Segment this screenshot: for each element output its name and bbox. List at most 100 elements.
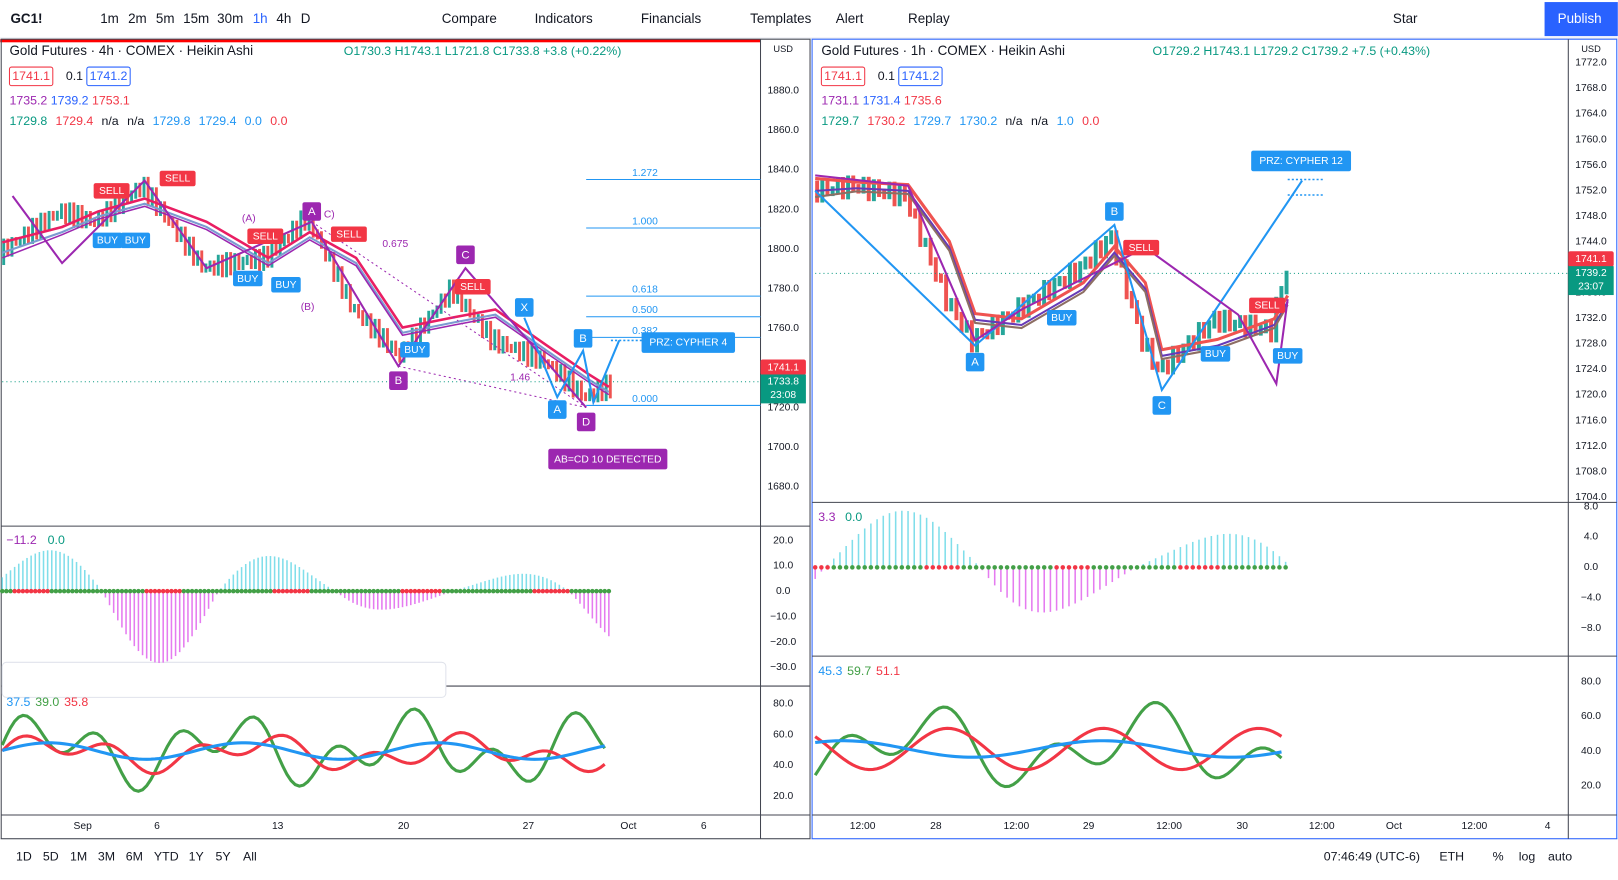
candle — [530, 344, 534, 367]
zero-dot — [441, 588, 447, 594]
candle — [575, 380, 579, 398]
interval[interactable]: 30m — [217, 11, 243, 26]
zero-dot — [8, 588, 13, 594]
zero-dot — [243, 588, 248, 594]
range-button[interactable]: 3M — [98, 850, 115, 864]
range-button[interactable]: 5D — [43, 850, 59, 864]
candle — [1207, 320, 1212, 339]
toolbar-button[interactable]: Indicators — [535, 11, 593, 26]
publish-button[interactable] — [1544, 2, 1618, 37]
indicator-value: 1735.6 — [904, 93, 942, 107]
range-button[interactable]: 6M — [126, 850, 143, 864]
zero-dot — [1140, 565, 1146, 570]
zero-dot — [354, 588, 360, 594]
interval[interactable]: 1h — [253, 11, 268, 26]
osc-value: 0.0 — [845, 510, 862, 524]
candle — [918, 210, 923, 247]
box-value: 1741.1 — [12, 69, 50, 83]
publish[interactable]: Publish — [1558, 11, 1602, 26]
interval[interactable]: D — [301, 11, 311, 26]
time-label: Oct — [1386, 821, 1402, 832]
star[interactable]: Star — [1393, 11, 1418, 26]
toolbar-button[interactable]: Alert — [836, 11, 864, 26]
zero-dot — [1103, 565, 1109, 570]
zero-dot — [115, 588, 121, 594]
close-price: 1739.2 — [1575, 268, 1607, 279]
zero-dot — [503, 588, 508, 594]
range-button[interactable]: 5Y — [215, 850, 230, 864]
interval[interactable]: 4h — [276, 11, 291, 26]
indicator-value: 1731.4 — [863, 93, 901, 107]
candle — [68, 202, 72, 224]
scale-option[interactable]: log — [1519, 850, 1536, 864]
range-button[interactable]: YTD — [154, 850, 179, 864]
zero-dot — [482, 588, 488, 594]
zero-dot — [181, 588, 187, 594]
candle — [571, 370, 575, 398]
signal: SELL — [336, 229, 361, 240]
close-price: 1733.8 — [767, 376, 799, 387]
zero-dot — [264, 588, 269, 594]
zero-dot — [383, 588, 389, 594]
candle — [588, 388, 592, 402]
scale-option[interactable]: % — [1493, 850, 1504, 864]
zero-dot — [973, 565, 979, 570]
toolbar-button[interactable]: Templates — [750, 11, 811, 26]
signal: SELL — [1254, 301, 1279, 312]
zero-dot — [862, 565, 867, 570]
session[interactable]: ETH — [1439, 850, 1464, 864]
candle — [142, 176, 146, 198]
candle — [468, 298, 472, 318]
candle — [51, 210, 55, 221]
candle — [1129, 291, 1134, 309]
symbol[interactable]: GC1! — [11, 11, 43, 26]
candle — [1160, 359, 1165, 373]
interval[interactable]: 15m — [183, 11, 209, 26]
range-button[interactable]: All — [243, 850, 257, 864]
scale-option[interactable]: auto — [1548, 850, 1572, 864]
candle — [282, 233, 286, 247]
candle — [1047, 279, 1052, 301]
zero-dot — [1091, 565, 1097, 570]
zero-dot — [577, 588, 583, 594]
pattern-line — [815, 174, 1289, 388]
interval[interactable]: 1m — [100, 11, 119, 26]
toolbar-button[interactable]: Financials — [641, 11, 702, 26]
zero-dot — [955, 565, 960, 570]
rsi-value: 37.5 — [6, 695, 30, 709]
pattern-point: C — [1158, 400, 1166, 412]
range-button[interactable]: 1M — [70, 850, 87, 864]
zero-dot — [1196, 565, 1202, 570]
zero-dot — [437, 588, 442, 594]
zero-dot — [41, 588, 46, 594]
time-label: 12:00 — [1309, 821, 1335, 832]
countdown: 23:08 — [770, 390, 796, 401]
candle — [505, 336, 509, 353]
toolbar-button[interactable]: Replay — [908, 11, 950, 26]
zero-dot — [231, 588, 236, 594]
zero-dot — [284, 588, 290, 594]
indicator-value: 1729.8 — [9, 114, 47, 128]
zero-dot — [202, 588, 207, 594]
drawing-toolbar[interactable] — [1, 661, 447, 698]
price-tick: 1800.0 — [767, 244, 799, 255]
zero-dot — [540, 588, 546, 594]
interval[interactable]: 2m — [128, 11, 147, 26]
pattern-point: D — [582, 416, 590, 428]
toolbar-button[interactable]: Compare — [442, 11, 497, 26]
indicator-value: 1731.1 — [821, 93, 859, 107]
candle — [1227, 309, 1232, 332]
interval[interactable]: 5m — [156, 11, 175, 26]
zero-dot — [1110, 565, 1115, 570]
indicator-value: 1730.2 — [959, 114, 997, 128]
zero-dot — [602, 588, 608, 594]
candle — [212, 260, 216, 276]
zero-dot — [1041, 565, 1047, 570]
range-button[interactable]: 1D — [16, 850, 32, 864]
candle — [80, 204, 84, 229]
candle — [959, 311, 964, 333]
time-label: 30 — [1237, 821, 1249, 832]
candle — [897, 184, 902, 207]
range-button[interactable]: 1Y — [189, 850, 204, 864]
